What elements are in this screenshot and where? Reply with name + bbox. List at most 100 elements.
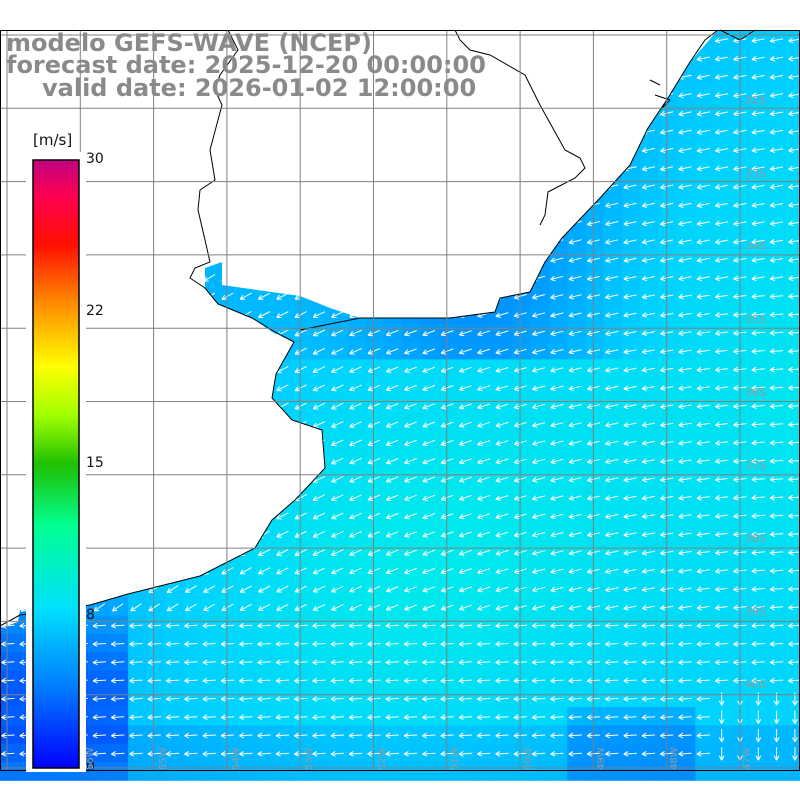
- field-cell: [786, 249, 800, 269]
- field-cell: [311, 633, 330, 653]
- field-cell: [292, 213, 312, 232]
- lon-label-47w: 47W: [742, 747, 753, 770]
- wind-arrow: [166, 200, 179, 209]
- field-cell: [549, 30, 568, 49]
- field-cell: [274, 414, 294, 434]
- field-cell: [329, 762, 349, 781]
- field-cell: [201, 469, 221, 488]
- wind-arrow: [550, 275, 564, 282]
- field-cell: [164, 231, 184, 251]
- wind-arrow: [404, 165, 417, 172]
- field-cell: [237, 359, 257, 379]
- field-cell: [256, 158, 275, 177]
- wind-arrow: [2, 273, 14, 283]
- wind-arrow: [2, 328, 14, 338]
- field-cell: [128, 194, 147, 214]
- wind-arrow: [239, 402, 252, 410]
- field-cell: [347, 121, 367, 141]
- wind-arrow: [130, 420, 142, 429]
- wind-arrow: [130, 273, 142, 282]
- wind-arrow: [641, 239, 655, 245]
- wind-arrow: [111, 456, 124, 466]
- field-cell: [640, 725, 660, 745]
- wind-arrow: [312, 219, 326, 227]
- field-cell: [201, 414, 221, 434]
- field-cell: [695, 652, 715, 671]
- wind-arrow: [605, 110, 619, 117]
- wind-arrow: [148, 292, 161, 301]
- wind-arrow: [751, 74, 765, 80]
- wind-arrow: [623, 220, 637, 227]
- wind-arrow: [166, 493, 179, 502]
- colorbar-tick-30: 30: [86, 151, 104, 167]
- wind-arrow: [349, 238, 362, 245]
- wind-arrow: [495, 239, 509, 245]
- field-cell: [292, 121, 312, 141]
- field-cell: [329, 139, 349, 159]
- field-cell: [164, 707, 184, 726]
- wind-arrow: [2, 291, 14, 301]
- wind-arrow: [568, 92, 582, 99]
- field-cell: [603, 688, 623, 708]
- field-cell: [292, 762, 312, 781]
- wind-arrow: [111, 346, 124, 356]
- field-cell: [640, 615, 660, 635]
- field-cell: [329, 615, 349, 635]
- field-cell: [677, 762, 696, 781]
- wind-arrow: [239, 219, 252, 227]
- wind-arrow: [550, 129, 564, 135]
- wind-arrow: [111, 127, 124, 136]
- wind-arrow: [294, 183, 307, 190]
- wind-arrow: [751, 129, 765, 135]
- field-cell: [457, 725, 477, 745]
- field-cell: [677, 670, 696, 690]
- lat-label-40s: 40S: [745, 678, 766, 691]
- wind-arrow: [276, 420, 289, 428]
- field-cell: [0, 158, 19, 177]
- field-cell: [237, 158, 257, 177]
- wind-arrow: [239, 201, 252, 209]
- field-cell: [109, 176, 129, 196]
- wind-arrow: [184, 548, 197, 557]
- wind-arrow: [331, 110, 344, 117]
- wind-arrow: [2, 438, 14, 448]
- wind-arrow: [166, 420, 179, 429]
- field-cell: [786, 597, 800, 617]
- field-cell: [457, 633, 477, 653]
- field-cell: [640, 66, 660, 86]
- field-cell: [164, 762, 184, 781]
- field-cell: [530, 121, 550, 141]
- field-cell: [256, 267, 275, 287]
- wind-arrow: [495, 165, 509, 172]
- wind-arrow: [641, 165, 655, 172]
- field-cell: [567, 652, 587, 671]
- wind-arrow: [276, 128, 289, 136]
- field-cell: [494, 670, 513, 690]
- field-cell: [292, 633, 312, 653]
- wind-arrow: [751, 184, 765, 190]
- field-cell: [677, 30, 696, 49]
- field-cell: [0, 579, 19, 598]
- field-cell: [164, 505, 184, 525]
- field-cell: [146, 121, 166, 141]
- field-cell: [677, 615, 696, 635]
- wind-arrow: [111, 511, 124, 520]
- field-cell: [786, 579, 800, 598]
- field-cell: [658, 633, 678, 653]
- field-cell: [475, 286, 495, 305]
- field-cell: [512, 30, 532, 49]
- wind-arrow: [477, 165, 491, 172]
- field-cell: [512, 762, 532, 781]
- field-cell: [512, 688, 532, 708]
- wind-arrow: [422, 147, 436, 154]
- field-cell: [219, 487, 239, 507]
- wind-arrow: [714, 202, 729, 208]
- field-cell: [658, 670, 678, 690]
- field-cell: [585, 103, 605, 122]
- field-cell: [384, 176, 404, 196]
- field-cell: [128, 743, 147, 763]
- field-cell: [256, 231, 275, 251]
- field-cell: [0, 396, 19, 415]
- wind-arrow: [166, 274, 179, 282]
- field-cell: [36, 103, 56, 122]
